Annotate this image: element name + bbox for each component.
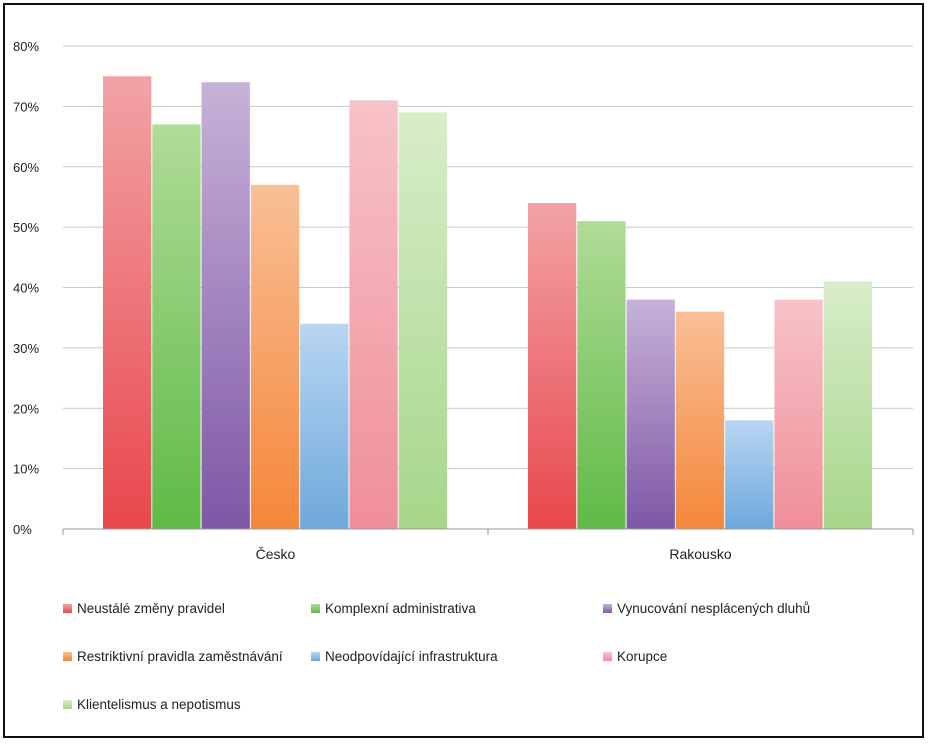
bar [626, 299, 675, 529]
bars [103, 76, 872, 530]
legend-swatch [603, 604, 612, 613]
legend-swatch [311, 604, 320, 613]
x-axis [62, 528, 914, 535]
legend-swatch [63, 652, 72, 661]
x-category-label: Rakousko [669, 546, 731, 562]
y-tick-label: 20% [13, 401, 39, 416]
legend-label: Vynucování nesplácených dluhů [617, 601, 810, 616]
bar [528, 202, 577, 529]
y-tick-label: 60% [13, 160, 39, 175]
y-tick-label: 40% [13, 281, 39, 296]
bar [398, 112, 447, 529]
chart-frame: 0% 10% 20% 30% 40% 50% 60% 70% 80% Česko Rakousko… [3, 3, 924, 738]
legend-swatch [63, 604, 72, 613]
y-tick-label: 0% [13, 522, 32, 537]
bar [349, 100, 398, 530]
legend-item: Vynucování nesplácených dluhů [603, 601, 810, 616]
legend-label: Neodpovídající infrastruktura [325, 649, 498, 664]
legend-swatch [63, 700, 72, 709]
y-axis-tick-labels: 0% 10% 20% 30% 40% 50% 60% 70% 80% [13, 39, 39, 537]
legend-label: Korupce [617, 649, 667, 664]
legend-label: Klientelismus a nepotismus [77, 697, 241, 712]
bar [823, 281, 872, 529]
bar [577, 221, 626, 529]
x-axis-category-labels: Česko Rakousko [256, 546, 732, 562]
y-tick-label: 30% [13, 341, 39, 356]
bar-chart: 0% 10% 20% 30% 40% 50% 60% 70% 80% Česko Rakousko… [13, 39, 914, 712]
bar [152, 124, 201, 530]
y-tick-label: 80% [13, 39, 39, 54]
legend-label: Restriktivní pravidla zaměstnávání [77, 649, 283, 664]
legend-label: Komplexní administrativa [325, 601, 476, 616]
legend: Neustálé změny pravidel Komplexní adminis… [63, 601, 810, 712]
legend-label: Neustálé změny pravidel [77, 601, 225, 616]
bar [103, 76, 152, 529]
legend-item: Korupce [603, 649, 667, 664]
bar [201, 82, 250, 529]
y-tick-label: 10% [13, 462, 39, 477]
legend-item: Neodpovídající infrastruktura [311, 649, 498, 664]
y-tick-label: 70% [13, 99, 39, 114]
bar [250, 184, 300, 530]
bar [774, 299, 823, 529]
bar [300, 323, 349, 529]
legend-item: Restriktivní pravidla zaměstnávání [63, 649, 283, 664]
bar [725, 420, 774, 529]
legend-swatch [311, 652, 320, 661]
x-category-label: Česko [256, 546, 296, 562]
y-tick-label: 50% [13, 220, 39, 235]
legend-item: Komplexní administrativa [311, 601, 476, 616]
legend-item: Neustálé změny pravidel [63, 601, 225, 616]
bar [675, 311, 725, 529]
legend-item: Klientelismus a nepotismus [63, 697, 241, 712]
legend-swatch [603, 652, 612, 661]
